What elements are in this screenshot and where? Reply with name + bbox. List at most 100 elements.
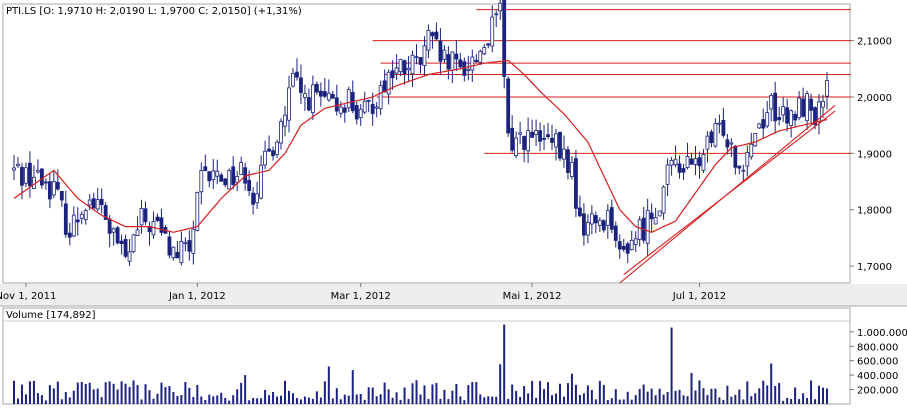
candle-body bbox=[366, 99, 371, 102]
volume-bar bbox=[706, 395, 709, 404]
candle-body bbox=[267, 148, 271, 152]
candle-body bbox=[207, 171, 212, 182]
candle-body bbox=[354, 105, 359, 120]
candle-body bbox=[522, 136, 527, 150]
candle-body bbox=[713, 122, 718, 147]
volume-bar bbox=[762, 380, 765, 404]
volume-bar bbox=[136, 385, 139, 404]
volume-bar bbox=[88, 382, 91, 404]
volume-bar bbox=[578, 395, 581, 404]
candle-body bbox=[127, 251, 132, 262]
volume-bar bbox=[72, 390, 75, 404]
volume-bar bbox=[52, 388, 55, 404]
candle-body bbox=[370, 103, 375, 114]
candle-body bbox=[729, 142, 734, 145]
volume-bar bbox=[256, 398, 259, 404]
candle-body bbox=[518, 132, 523, 135]
volume-bar bbox=[618, 399, 621, 404]
candle-body bbox=[394, 67, 399, 74]
candle-body bbox=[677, 163, 682, 173]
candle-body bbox=[199, 170, 204, 193]
volume-bar bbox=[558, 383, 561, 404]
candle-body bbox=[538, 130, 542, 142]
candle-body bbox=[633, 238, 638, 245]
candle-body bbox=[705, 135, 710, 150]
candle-body bbox=[338, 106, 343, 114]
candle-body bbox=[99, 198, 104, 205]
volume-bar bbox=[411, 383, 414, 404]
volume-bar bbox=[56, 381, 59, 404]
volume-bar bbox=[84, 384, 87, 404]
candle-body bbox=[426, 29, 431, 51]
candle-body bbox=[490, 16, 495, 47]
candle-body bbox=[135, 229, 140, 236]
candle-body bbox=[111, 228, 116, 233]
candle-body bbox=[741, 169, 746, 172]
candle-body bbox=[657, 210, 662, 217]
volume-bar bbox=[686, 396, 689, 404]
candle-body bbox=[247, 179, 252, 192]
volume-bar bbox=[694, 390, 697, 404]
volume-bar bbox=[347, 395, 350, 404]
candle-body bbox=[191, 228, 196, 254]
candle-body bbox=[434, 31, 439, 40]
candle-body bbox=[733, 145, 738, 168]
candle-body bbox=[115, 227, 120, 244]
volume-tick-label: 800.000 bbox=[857, 342, 898, 353]
volume-bar bbox=[479, 394, 482, 404]
candle-body bbox=[753, 133, 758, 147]
volume-bar bbox=[519, 396, 522, 404]
candle-body bbox=[330, 94, 335, 99]
volume-bar bbox=[120, 381, 123, 404]
volume-bar bbox=[678, 389, 681, 404]
volume-bar bbox=[228, 400, 231, 404]
volume-bar bbox=[794, 387, 797, 404]
volume-bar bbox=[44, 400, 47, 404]
candle-body bbox=[79, 213, 84, 219]
volume-bar bbox=[790, 398, 793, 404]
candle-body bbox=[526, 130, 531, 152]
price-panel-frame bbox=[2, 3, 851, 284]
date-tick-label: Mar 1, 2012 bbox=[331, 291, 391, 302]
volume-bar bbox=[610, 398, 613, 404]
volume-bar bbox=[124, 383, 127, 404]
volume-bar bbox=[758, 388, 761, 404]
candle-body bbox=[406, 67, 411, 71]
volume-bar bbox=[148, 390, 151, 404]
volume-bar bbox=[180, 395, 183, 404]
candle-body bbox=[737, 165, 742, 169]
volume-bar bbox=[718, 397, 721, 404]
candle-body bbox=[458, 59, 463, 68]
candle-body bbox=[326, 92, 331, 101]
volume-bar bbox=[802, 393, 805, 404]
candle-body bbox=[12, 167, 16, 171]
candle-body bbox=[239, 162, 244, 175]
candle-body bbox=[398, 58, 403, 73]
candle-body bbox=[637, 219, 642, 240]
volume-bar bbox=[511, 384, 514, 404]
volume-title: Volume [174,892] bbox=[6, 310, 96, 321]
volume-bar bbox=[714, 388, 717, 404]
candle-body bbox=[574, 158, 578, 209]
volume-bar bbox=[319, 397, 322, 404]
candle-body bbox=[825, 80, 829, 97]
candle-body bbox=[271, 150, 275, 157]
volume-bar bbox=[439, 398, 442, 404]
volume-bar bbox=[435, 383, 438, 404]
volume-bar bbox=[662, 394, 665, 404]
volume-bar bbox=[260, 398, 263, 404]
candle-body bbox=[717, 122, 722, 125]
candle-body bbox=[689, 158, 694, 165]
candle-body bbox=[613, 225, 618, 241]
candle-body bbox=[454, 53, 459, 60]
volume-bar bbox=[574, 384, 577, 404]
volume-bar bbox=[822, 387, 825, 404]
volume-bar bbox=[387, 389, 390, 404]
candle-body bbox=[581, 213, 586, 236]
candle-body bbox=[223, 178, 228, 186]
candle-body bbox=[91, 198, 96, 209]
candle-body bbox=[167, 236, 172, 256]
candle-body bbox=[171, 246, 176, 259]
volume-bar bbox=[144, 384, 147, 404]
